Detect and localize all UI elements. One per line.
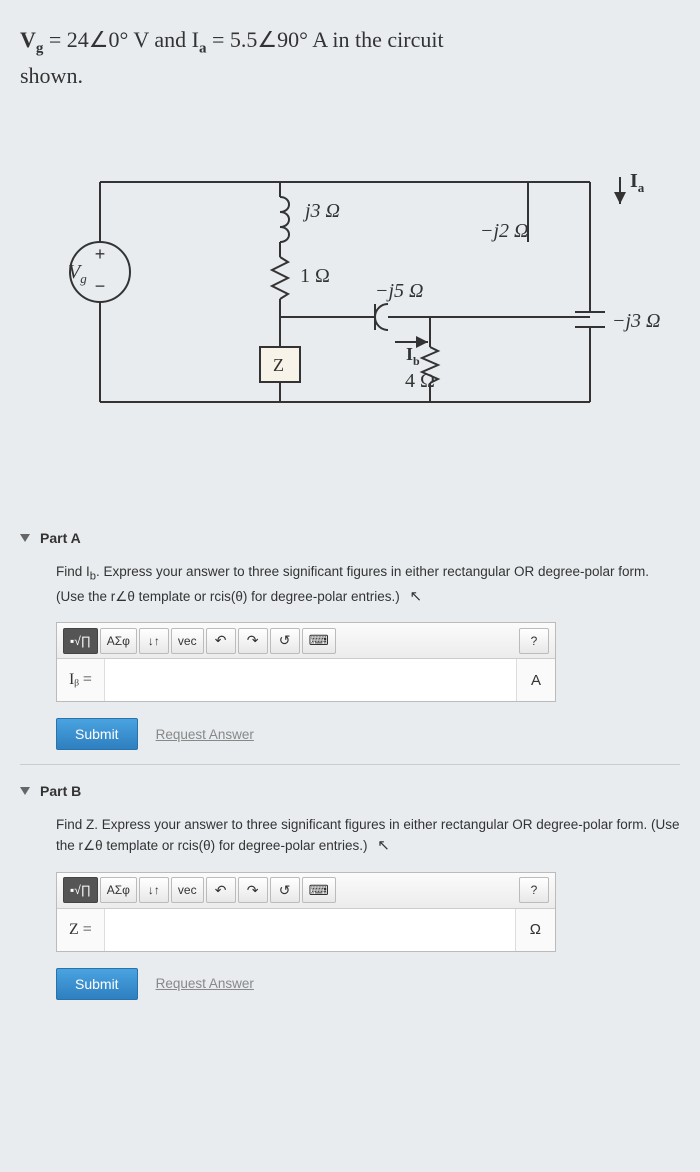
help-button[interactable]: ? [519,877,549,903]
svg-text:Ib: Ib [406,344,420,368]
svg-text:Z: Z [273,355,284,375]
greek-button[interactable]: ΑΣφ [100,877,137,903]
subscript-button[interactable]: ↓↑ [139,628,169,654]
part-b-header[interactable]: Part B [20,775,680,809]
templates-button[interactable]: ▪√∏ [63,877,98,903]
answer-input-a[interactable] [105,659,516,701]
svg-text:−j5 Ω: −j5 Ω [375,280,424,302]
keyboard-button[interactable]: ⌨ [302,877,336,903]
help-button[interactable]: ? [519,628,549,654]
var-ia: a [199,27,207,52]
chevron-down-icon [20,534,30,542]
variable-label-ib: Iᵦ = [57,659,105,701]
answer-box-a: ▪√∏ ΑΣφ ↓↑ vec ↶ ↷ ↺ ⌨ ? Iᵦ = A [56,622,556,702]
submit-button-a[interactable]: Submit [56,718,138,750]
cursor-icon: ↖ [377,835,390,858]
cursor-icon: ↖ [410,586,423,609]
undo-button[interactable]: ↶ [206,877,236,903]
unit-label-a: A [516,659,555,701]
redo-button[interactable]: ↷ [238,628,268,654]
svg-text:+: + [95,244,106,264]
equation-toolbar: ▪√∏ ΑΣφ ↓↑ vec ↶ ↷ ↺ ⌨ ? [57,623,555,659]
undo-button[interactable]: ↶ [206,628,236,654]
answer-box-b: ▪√∏ ΑΣφ ↓↑ vec ↶ ↷ ↺ ⌨ ? Z = Ω [56,872,556,952]
svg-text:1 Ω: 1 Ω [300,265,330,287]
reset-button[interactable]: ↺ [270,877,300,903]
svg-text:−j2 Ω: −j2 Ω [480,220,529,242]
vec-button[interactable]: vec [171,628,204,654]
svg-text:4 Ω: 4 Ω [405,370,435,392]
variable-label-z: Z = [57,909,105,951]
greek-button[interactable]: ΑΣφ [100,628,137,654]
unit-label-b: Ω [515,909,555,951]
part-b-prompt: Find Z. Express your answer to three sig… [56,815,680,858]
templates-button[interactable]: ▪√∏ [63,628,98,654]
submit-button-b[interactable]: Submit [56,968,138,1000]
answer-input-b[interactable] [105,909,515,951]
subscript-button[interactable]: ↓↑ [139,877,169,903]
svg-text:−j3 Ω: −j3 Ω [612,310,661,332]
reset-button[interactable]: ↺ [270,628,300,654]
part-b: Part B Find Z. Express your answer to th… [20,775,680,1000]
svg-text:Vg: Vg [68,261,87,286]
part-a-title: Part A [40,530,81,546]
circuit-diagram: + − [30,142,670,482]
svg-text:Ia: Ia [630,170,645,195]
redo-button[interactable]: ↷ [238,877,268,903]
part-a-header[interactable]: Part A [20,522,680,556]
svg-text:−: − [95,276,106,296]
problem-statement: Vg = 24∠0° V and Ia = 5.5∠90° A in the c… [20,24,680,92]
part-b-title: Part B [40,783,81,799]
request-answer-link-a[interactable]: Request Answer [156,727,254,742]
chevron-down-icon [20,787,30,795]
request-answer-link-b[interactable]: Request Answer [156,976,254,991]
part-a: Part A Find Ib. Express your answer to t… [20,522,680,750]
vec-button[interactable]: vec [171,877,204,903]
part-a-prompt: Find Ib. Express your answer to three si… [56,562,680,608]
divider [20,764,680,765]
keyboard-button[interactable]: ⌨ [302,628,336,654]
var-vg: Vg [20,27,43,52]
equation-toolbar: ▪√∏ ΑΣφ ↓↑ vec ↶ ↷ ↺ ⌨ ? [57,873,555,909]
svg-text:j3 Ω: j3 Ω [302,200,340,222]
